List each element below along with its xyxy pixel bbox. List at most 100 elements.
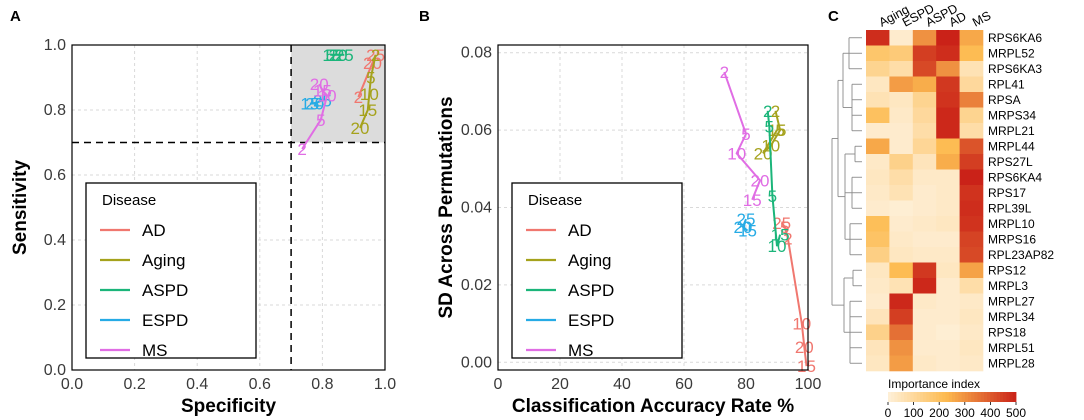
heatmap-cell <box>866 293 890 310</box>
heatmap-cell <box>936 278 960 294</box>
series-line-ms <box>301 83 329 150</box>
heatmap-cell <box>912 216 937 232</box>
heatmap-cell <box>936 231 960 248</box>
heatmap-cell <box>866 138 890 155</box>
point-label-aging: 2 <box>771 102 780 121</box>
heatmap-cell <box>889 92 914 108</box>
heatmap-cell <box>889 216 914 232</box>
colorbar-segment <box>1003 392 1007 402</box>
y-tick-label: 0.2 <box>44 297 66 314</box>
colorbar-segment <box>945 392 950 402</box>
y-tick-label: 0.04 <box>461 200 492 217</box>
point-label-ad: 5 <box>780 218 789 237</box>
point-label-ms: 15 <box>313 82 332 101</box>
heatmap-cell <box>889 185 914 201</box>
heatmap-cell <box>889 76 914 93</box>
colorbar-segment <box>974 392 978 402</box>
heatmap-row-label: MRPL28 <box>988 356 1035 370</box>
x-tick-label: 0.8 <box>311 376 333 393</box>
x-axis-title: Specificity <box>181 396 276 417</box>
point-label-espd: 20 <box>305 95 324 114</box>
heatmap-cell <box>959 278 984 294</box>
colorbar-segment <box>907 392 911 402</box>
colorbar-segment <box>904 392 908 402</box>
point-label-ms: 2 <box>297 140 306 159</box>
point-label-aging: 20 <box>754 144 773 163</box>
series-line-aspd <box>766 110 782 247</box>
heatmap-cell <box>889 309 914 325</box>
colorbar-tick-label: 400 <box>980 406 1000 420</box>
heatmap-cell <box>912 92 937 108</box>
panel-a-sensitivity-specificity: 0.0 0.2 0.4 0.6 0.8 1.00.00.20.40.60.81.02520… <box>10 37 396 417</box>
point-label-aging: 10 <box>360 85 379 104</box>
heatmap-cell <box>959 185 984 201</box>
heatmap-cell <box>912 247 937 263</box>
panel-letter-b: B <box>419 8 430 25</box>
y-axis-title: SD Across Permutations <box>436 96 457 318</box>
colorbar-segment <box>888 392 892 402</box>
heatmap-cell <box>936 262 960 279</box>
heatmap-cell <box>889 169 914 186</box>
x-tick-label: 0.0 <box>61 376 83 393</box>
colorbar-segment <box>968 392 972 402</box>
heatmap-cell <box>936 123 960 139</box>
colorbar-segment <box>1006 392 1010 402</box>
heatmap-cell <box>959 340 984 356</box>
heatmap-cell <box>912 45 937 62</box>
panel-letter-c: C <box>828 8 839 25</box>
heatmap-cell <box>912 76 937 93</box>
colorbar-segment <box>1000 392 1004 402</box>
heatmap-cell <box>866 45 890 62</box>
point-label-aging: 2 <box>371 46 380 65</box>
heatmap-row-label: MRPL3 <box>988 279 1028 293</box>
point-label-ad: 20 <box>795 338 814 357</box>
point-label-ad: 20 <box>363 54 382 73</box>
heatmap-cell <box>866 154 890 170</box>
heatmap-cell <box>866 247 890 263</box>
colorbar-segment <box>891 392 895 402</box>
heatmap-row-label: MRPL51 <box>988 341 1035 355</box>
heatmap-row-label: MRPL10 <box>988 217 1035 231</box>
point-label-aspd: 15 <box>322 46 341 65</box>
heatmap-row-label: MRPL21 <box>988 124 1035 138</box>
x-tick-label: 0.4 <box>186 376 208 393</box>
heatmap-cell <box>912 231 937 248</box>
heatmap-cell <box>889 278 914 294</box>
y-tick-label: 0.6 <box>44 167 66 184</box>
x-tick-label: 1.0 <box>374 376 396 393</box>
heatmap-cell <box>959 123 984 139</box>
legend-title: Disease <box>528 192 582 209</box>
legend-label-ad: AD <box>142 221 166 240</box>
heatmap-column-label: MS <box>970 8 993 29</box>
heatmap-cell <box>959 76 984 93</box>
legend-label-aging: Aging <box>568 251 611 270</box>
heatmap-cell <box>936 92 960 108</box>
heatmap-cell <box>912 169 937 186</box>
colorbar-segment <box>910 392 914 402</box>
heatmap-row-label: MRPL27 <box>988 294 1035 308</box>
heatmap-cell <box>936 200 960 217</box>
heatmap-cell <box>912 123 937 139</box>
heatmap-cell <box>889 355 914 372</box>
point-label-aspd: 2 <box>763 102 772 121</box>
heatmap-cell <box>959 309 984 325</box>
heatmap-cell <box>889 324 914 341</box>
heatmap-cell <box>936 340 960 356</box>
colorbar-segment <box>952 392 956 402</box>
heatmap-cell <box>959 262 984 279</box>
heatmap-cell <box>959 324 984 341</box>
point-label-aging: 5 <box>775 121 784 140</box>
series-line-aging <box>359 54 377 129</box>
heatmap-row-label: RPS6KA4 <box>988 170 1042 184</box>
heatmap-row-label: RPS18 <box>988 325 1026 339</box>
series-line-espd <box>741 218 749 232</box>
series-line-ad <box>780 222 808 367</box>
heatmap-cell <box>959 61 984 77</box>
heatmap-cell <box>889 340 914 356</box>
heatmap-row-label: RPS17 <box>988 186 1026 200</box>
heatmap-cell <box>912 107 937 124</box>
x-tick-label: 60 <box>675 376 693 393</box>
colorbar-segment <box>932 392 937 402</box>
heatmap-cell <box>936 324 960 341</box>
